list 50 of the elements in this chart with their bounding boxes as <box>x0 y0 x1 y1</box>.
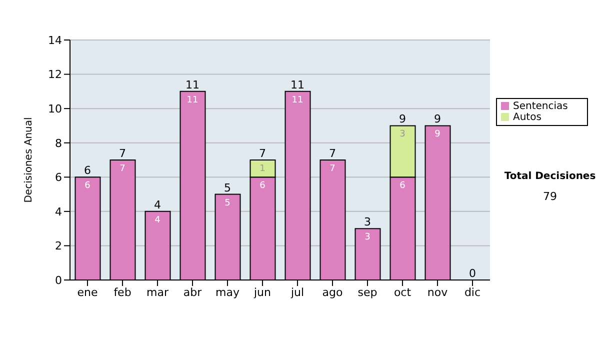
legend-label: Sentencias <box>513 101 568 112</box>
total-label: 5 <box>224 181 231 194</box>
x-tick-label: feb <box>114 286 132 299</box>
x-tick-label: abr <box>183 286 202 299</box>
total-label: 7 <box>329 147 336 160</box>
x-tick-label: sep <box>358 286 378 299</box>
data-label: 6 <box>84 181 91 192</box>
data-label: 7 <box>330 164 336 174</box>
x-tick-label: jun <box>253 286 272 299</box>
total-label: 3 <box>364 216 371 229</box>
data-label: 9 <box>434 130 441 140</box>
data-label: 1 <box>260 164 266 174</box>
y-tick-label: 12 <box>48 68 62 82</box>
y-axis-title: Decisiones Anual <box>24 117 35 203</box>
data-label: 3 <box>400 130 406 140</box>
y-tick-label: 0 <box>55 274 62 287</box>
x-tick-label: ene <box>77 286 98 299</box>
x-tick-label: nov <box>427 286 448 299</box>
y-tick-label: 14 <box>48 34 62 47</box>
total-label: 7 <box>119 147 126 160</box>
total-label: 9 <box>434 112 441 126</box>
data-label: 6 <box>260 181 266 192</box>
x-tick-label: ago <box>322 286 343 299</box>
total-label: 7 <box>259 147 266 160</box>
text: Total Decisiones <box>503 171 597 182</box>
legend-label: Autos <box>513 112 542 123</box>
y-tick-label: 10 <box>48 102 62 116</box>
total-label: 6 <box>84 164 91 178</box>
x-tick-label: may <box>216 286 240 299</box>
total-label: 11 <box>290 78 304 92</box>
x-tick-label: dic <box>464 286 481 299</box>
total-label: 11 <box>186 78 200 92</box>
text: 79 <box>542 190 558 203</box>
data-label: 6 <box>400 181 406 192</box>
y-tick-label: 2 <box>55 240 62 253</box>
total-label: 9 <box>399 112 406 126</box>
x-tick-label: mar <box>146 286 169 299</box>
data-label: 5 <box>224 198 230 208</box>
data-label: 11 <box>186 95 198 106</box>
data-label: 11 <box>292 95 304 106</box>
total-label: 0 <box>469 267 476 280</box>
data-label: 4 <box>154 215 161 226</box>
y-tick-label: 6 <box>55 171 62 184</box>
data-label: 7 <box>120 164 126 174</box>
data-label: 3 <box>364 232 370 243</box>
y-tick-label: 4 <box>55 205 62 218</box>
y-tick-label: 8 <box>55 136 62 150</box>
x-tick-label: jul <box>290 286 304 299</box>
x-tick-label: oct <box>394 286 412 299</box>
total-label: 4 <box>154 198 161 212</box>
